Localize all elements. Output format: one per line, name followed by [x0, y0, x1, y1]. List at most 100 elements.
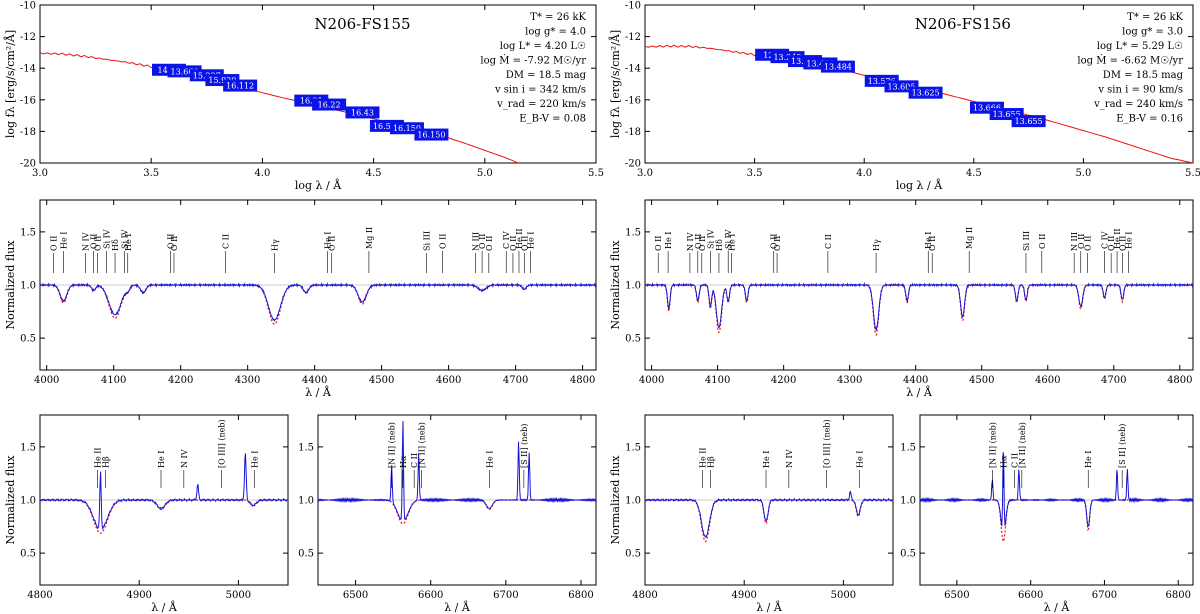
photometry-label: 16.150: [393, 124, 421, 133]
y-tick-label: -20: [20, 159, 36, 170]
line-id-label: O II: [520, 236, 529, 251]
line-id: Hγ: [872, 239, 881, 273]
line-id-label: C II: [1010, 453, 1019, 468]
model-spectrum: [40, 284, 596, 325]
photometry-label: 13.605: [887, 82, 915, 91]
line-id-label: O II: [1077, 234, 1086, 249]
line-id-label: Si IV: [724, 229, 733, 249]
x-tick-label: 6700: [493, 590, 518, 601]
line-id-label: Hδ: [715, 239, 724, 251]
x-tick-label: 6500: [343, 590, 368, 601]
x-tick-label: 4100: [705, 375, 730, 386]
line-id-label: He I: [727, 234, 736, 251]
x-tick-label: 4200: [771, 375, 796, 386]
line-id: He I: [762, 451, 771, 488]
line-id: C II: [824, 234, 833, 273]
x-tick-label: 6500: [944, 590, 969, 601]
line-id-label: N IV: [82, 232, 91, 251]
line-id-label: He I: [124, 234, 133, 251]
x-tick-label: 4.0: [856, 168, 872, 179]
line-id: He I: [124, 234, 133, 273]
x-tick-label: 4500: [969, 375, 994, 386]
line-id: O II: [167, 234, 176, 273]
x-tick-label: 3.5: [143, 168, 159, 179]
line-id-label: Hβ: [706, 456, 715, 468]
line-id: He I: [59, 232, 68, 273]
x-tick-label: 3.0: [32, 168, 48, 179]
photometry-box: [345, 106, 380, 119]
line-id-label: He I: [1124, 232, 1133, 249]
line-id: Si IV: [706, 229, 715, 273]
panel-hb155: 4800 4900 5000 0.5 1.0 1.5 λ / Å Normalized flu…: [4, 414, 289, 614]
line-id: Hβ: [101, 456, 110, 488]
line-id: Hδ: [715, 239, 724, 273]
line-id: O II: [698, 236, 707, 273]
x-tick-label: 4400: [302, 375, 327, 386]
line-id-label: O II: [478, 234, 487, 249]
parameter-line: log g* = 4.0: [525, 27, 586, 38]
line-id-label: Si III: [1022, 231, 1031, 251]
line-id-label: O II: [439, 234, 448, 249]
model-spectrum: [318, 499, 596, 525]
line-id-label: N IV: [686, 232, 695, 251]
y-tick-label: 1.0: [20, 281, 36, 292]
y-axis-label: Normalized flux: [4, 455, 17, 545]
x-tick-label: 4000: [34, 375, 59, 386]
photometry-label: 15.930: [208, 76, 236, 85]
x-tick-label: 4900: [731, 590, 756, 601]
observed-spectrum: [39, 282, 597, 322]
y-tick-label: -12: [625, 32, 641, 43]
parameter-line: DM = 18.5 mag: [1103, 70, 1184, 81]
line-id: He I: [727, 234, 736, 273]
line-id: [S II] (neb): [1118, 424, 1127, 488]
line-id-label: Si IV: [102, 229, 111, 249]
line-id-label: He I: [526, 232, 535, 249]
line-id: He II: [94, 447, 103, 488]
line-id-label: O II: [770, 234, 779, 249]
line-id-label: He I: [323, 232, 332, 249]
line-id: He I: [924, 232, 933, 273]
y-tick-label: -16: [625, 95, 641, 106]
x-tick-label: 6700: [1092, 590, 1117, 601]
line-id-label: Mg II: [365, 227, 374, 249]
line-id: C II: [1010, 453, 1019, 488]
line-id: O II: [1118, 236, 1127, 273]
x-tick-label: 4800: [570, 375, 595, 386]
y-tick-label: -18: [20, 127, 36, 138]
line-id-label: He I: [1084, 451, 1093, 468]
line-id-label: N IV: [785, 449, 794, 468]
y-tick-label: 0.5: [20, 549, 36, 560]
x-tick-label: 4100: [101, 375, 126, 386]
photometry-label: 13.655: [993, 110, 1021, 119]
photometry-point: 13.655: [1011, 115, 1046, 128]
model-spectrum: [920, 499, 1193, 542]
line-id: N III: [471, 232, 480, 273]
line-id: N IV: [785, 449, 794, 488]
line-id: [N II] (neb): [388, 422, 397, 488]
line-id-label: Hα: [999, 455, 1008, 468]
line-id-label: [O III] (neb): [823, 419, 832, 468]
line-id: O II: [654, 236, 663, 273]
line-id-label: O II: [1083, 236, 1092, 251]
line-id-label: [S II] (neb): [1118, 424, 1127, 468]
line-id: O II: [94, 236, 103, 273]
y-tick-label: 1.0: [625, 281, 641, 292]
line-id-label: O II: [1038, 234, 1047, 249]
x-axis-label: λ / Å: [151, 600, 178, 614]
line-id: Hα: [999, 455, 1008, 488]
line-id: N IV: [686, 232, 695, 273]
y-tick-label: -16: [20, 95, 36, 106]
photometry-box: [312, 98, 347, 111]
line-id: [O III] (neb): [823, 419, 832, 488]
line-id: O II: [485, 236, 494, 273]
y-tick-label: -18: [625, 127, 641, 138]
panel-sed155: 3.0 3.5 4.0 4.5 5.0 5.5 -10 -12 -14 -16 -18 -20 log …: [3, 1, 604, 193]
line-id-label: O II: [485, 236, 494, 251]
line-id-label: C II: [824, 234, 833, 249]
line-id-label: O II: [654, 236, 663, 251]
photometry-point: 16.22: [312, 98, 347, 111]
line-id-label: He I: [59, 232, 68, 249]
panel-opt156: 4000 4100 4200 4300 4400 4500 4600 4700 4800 0.5 1…: [609, 199, 1194, 399]
line-id: O II: [773, 236, 782, 273]
parameter-line: E_B-V = 0.16: [1116, 114, 1183, 125]
